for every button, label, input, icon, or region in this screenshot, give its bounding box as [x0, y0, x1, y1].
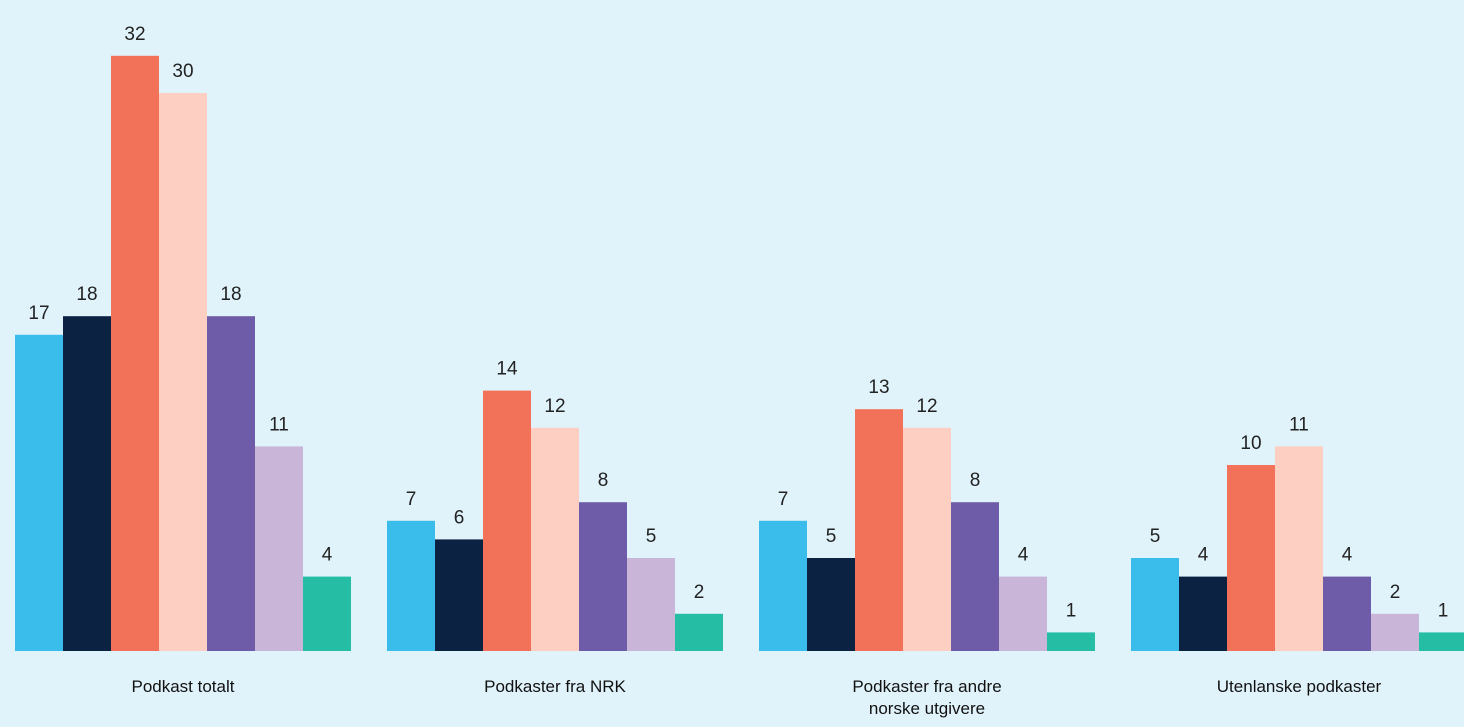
bar-g4-s5 [1323, 576, 1371, 651]
bar-g3-s5 [951, 502, 999, 651]
value-label-g3-s7: 1 [1066, 600, 1077, 621]
value-label-g3-s6: 4 [1018, 545, 1029, 566]
bar-g1-s1 [15, 334, 63, 651]
value-labels-layer: 17 18 32 30 18 11 4 7 6 14 12 8 5 2 7 5 13 12 8 4 1 5 4 10 11 4 2 1 [28, 24, 1448, 622]
value-label-g1-s7: 4 [322, 545, 333, 566]
value-label-g2-s5: 8 [598, 470, 609, 491]
bars-layer [15, 55, 1464, 652]
bar-g4-s3 [1227, 465, 1275, 651]
value-label-g2-s7: 2 [694, 582, 705, 603]
bar-g3-s7 [1047, 632, 1095, 651]
value-label-g3-s4: 12 [916, 396, 937, 417]
value-label-g3-s5: 8 [970, 470, 981, 491]
bar-g2-s2 [435, 539, 483, 651]
value-label-g1-s3: 32 [124, 24, 145, 45]
value-label-g4-s6: 2 [1390, 582, 1401, 603]
value-label-g3-s1: 7 [778, 489, 789, 510]
value-label-g2-s1: 7 [406, 489, 417, 510]
category-label-4-line-1: Utenlanske podkaster [1217, 677, 1382, 696]
category-label-2-line-1: Podkaster fra NRK [484, 677, 626, 696]
bar-g4-s2 [1179, 576, 1227, 651]
bar-g4-s6 [1371, 613, 1419, 651]
bar-g2-s7 [675, 613, 723, 651]
value-label-g1-s4: 30 [172, 61, 193, 82]
value-label-g1-s6: 11 [269, 414, 289, 435]
value-label-g4-s3: 10 [1240, 433, 1261, 454]
value-label-g2-s2: 6 [454, 507, 465, 528]
value-label-g3-s3: 13 [868, 377, 889, 398]
bar-g4-s7 [1419, 632, 1464, 651]
bar-g2-s3 [483, 390, 531, 651]
bar-g2-s5 [579, 502, 627, 651]
value-label-g4-s2: 4 [1198, 545, 1209, 566]
value-label-g1-s5: 18 [220, 284, 241, 305]
bar-g3-s4 [903, 427, 951, 651]
value-label-g4-s7: 1 [1438, 600, 1449, 621]
bar-g2-s4 [531, 427, 579, 651]
bar-g3-s3 [855, 409, 903, 651]
bar-g4-s4 [1275, 446, 1323, 651]
bar-g1-s6 [255, 446, 303, 651]
value-label-g4-s5: 4 [1342, 545, 1353, 566]
category-labels-layer: Podkast totalt Podkaster fra NRK Podkaster… [131, 677, 1381, 718]
value-label-g4-s1: 5 [1150, 526, 1161, 547]
value-label-g1-s2: 18 [76, 284, 97, 305]
value-label-g2-s6: 5 [646, 526, 657, 547]
bar-g2-s6 [627, 558, 675, 651]
bar-g1-s7 [303, 576, 351, 651]
bar-g3-s6 [999, 576, 1047, 651]
value-label-g2-s4: 12 [544, 396, 565, 417]
bar-g1-s5 [207, 316, 255, 651]
bar-g4-s1 [1131, 558, 1179, 651]
value-label-g1-s1: 17 [28, 303, 49, 324]
bar-g3-s1 [759, 520, 807, 651]
bar-g1-s4 [159, 93, 207, 651]
value-label-g2-s3: 14 [496, 359, 518, 380]
category-label-3-line-2: norske utgivere [869, 699, 985, 718]
category-label-3-line-1: Podkaster fra andre [852, 677, 1001, 696]
value-label-g4-s4: 11 [1289, 414, 1309, 435]
bar-g3-s2 [807, 558, 855, 651]
bar-g2-s1 [387, 520, 435, 651]
bar-g1-s3 [111, 55, 159, 652]
value-label-g3-s2: 5 [826, 526, 837, 547]
bar-g1-s2 [63, 316, 111, 651]
category-label-1-line-1: Podkast totalt [131, 677, 234, 696]
